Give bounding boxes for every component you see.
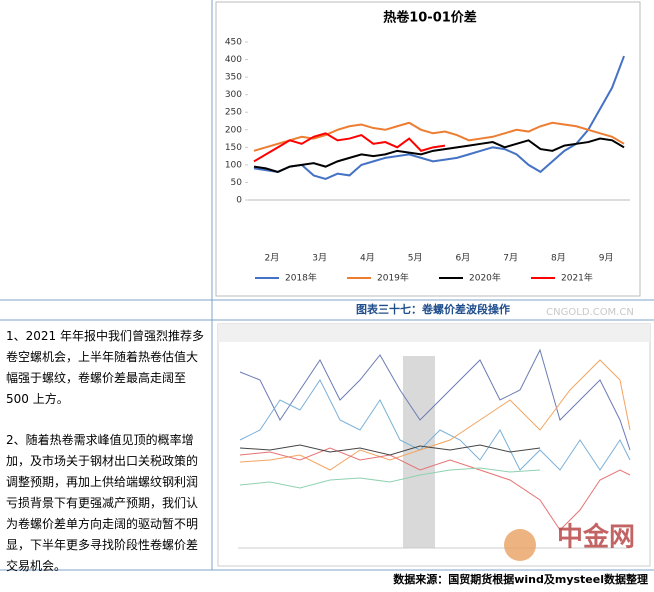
x-tick-label: 4月 (360, 253, 375, 264)
x-tick-label: 2月 (265, 253, 280, 264)
y-tick-label: 50 (231, 178, 243, 188)
screenshot-chart (217, 323, 651, 567)
y-tick-label: 450 (225, 38, 242, 48)
watermark: 中金网 (557, 522, 635, 553)
chart-title: 热卷10-01价差 (383, 10, 477, 26)
y-tick-label: 350 (225, 73, 242, 83)
x-tick-label: 5月 (408, 253, 423, 264)
y-tick-label: 0 (236, 196, 242, 206)
y-tick-label: 200 (225, 125, 242, 135)
x-tick-label: 8月 (551, 253, 566, 264)
y-tick-label: 100 (225, 160, 242, 170)
series-line (253, 132, 446, 163)
series-line (253, 55, 625, 180)
watermark-url: CNGOLD.COM.CN (546, 307, 634, 318)
y-tick-label: 400 (225, 55, 242, 65)
chart-frame (215, 1, 641, 297)
y-tick-label: 300 (225, 90, 242, 100)
series-line (253, 121, 625, 152)
source: 数据来源：国贸期货根据wind及mysteel数据整理 (393, 572, 648, 586)
x-tick-label: 9月 (599, 253, 614, 264)
series-line (253, 137, 625, 173)
y-tick-label: 250 (225, 108, 242, 118)
y-tick-label: 150 (225, 143, 242, 153)
x-tick-label: 7月 (503, 253, 518, 264)
legend-label: 2021年 (561, 272, 593, 284)
legend-label: 2020年 (469, 272, 501, 284)
paragraph: 2、随着热卷需求峰值见顶的概率增加，及市场关于钢材出口关税政策的调整预期，再加上… (6, 433, 199, 573)
legend-label: 2018年 (285, 272, 317, 284)
x-tick-label: 3月 (312, 253, 327, 264)
chart: 热卷10-01价差 0 50 100 150 200 250 300 350 400 450 2月 3… (225, 10, 630, 284)
legend-label: 2019年 (377, 272, 409, 284)
caption: 图表三十七：卷螺价差波段操作 (356, 302, 510, 316)
x-tick-label: 6月 (456, 253, 471, 264)
paragraph: 1、2021 年年报中我们曾强烈推荐多卷空螺机会，上半年随着热卷估值大幅强于螺纹… (6, 329, 204, 406)
